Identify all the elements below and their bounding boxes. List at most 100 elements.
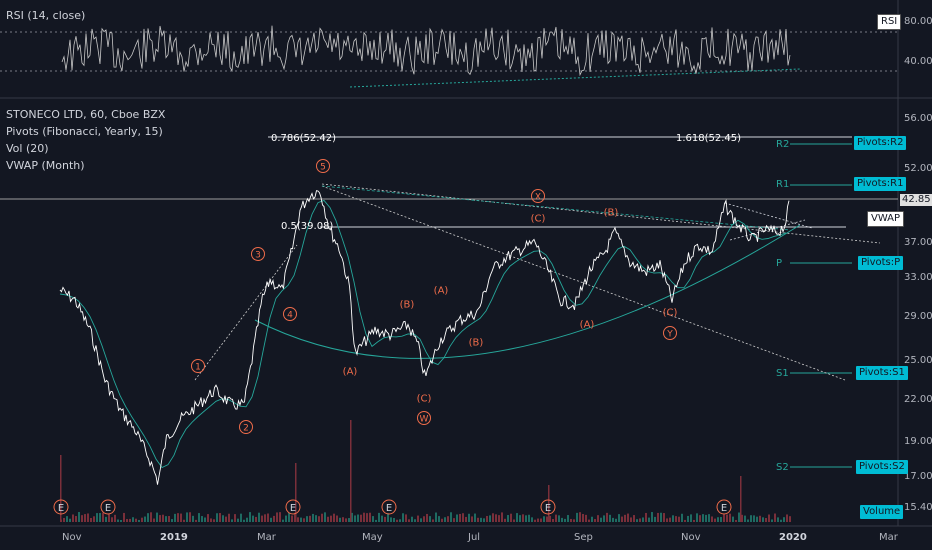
- volume-bar: [528, 514, 530, 522]
- volume-bar: [297, 517, 299, 522]
- pivot-s1-label: S1: [776, 368, 789, 379]
- volume-bar: [684, 519, 686, 522]
- volume-bar: [99, 512, 101, 522]
- volume-bar: [582, 513, 584, 522]
- wave-label-w1[interactable]: 1: [195, 363, 201, 373]
- wave-label-circle[interactable]: [191, 359, 205, 373]
- earnings-marker-icon[interactable]: [53, 499, 69, 515]
- wave-label-b1[interactable]: (B): [400, 300, 415, 311]
- volume-bar: [786, 514, 788, 522]
- volume-bar: [295, 463, 297, 522]
- cup-arc[interactable]: [254, 224, 801, 359]
- flag-lower-line[interactable]: [729, 219, 806, 241]
- wave-label-w3[interactable]: 3: [255, 251, 261, 261]
- indicator-pivots[interactable]: Pivots (Fibonacci, Yearly, 15): [6, 125, 163, 138]
- volume-bar: [495, 514, 497, 522]
- time-axis-label: May: [362, 532, 383, 543]
- earnings-marker-label: E: [545, 503, 551, 514]
- volume-bar: [423, 516, 425, 522]
- volume-bar: [771, 519, 773, 522]
- volume-bar: [675, 516, 677, 522]
- volume-bar: [273, 515, 275, 522]
- volume-bar: [399, 519, 401, 522]
- volume-bar: [72, 514, 74, 522]
- pivot-s2-label: S2: [776, 462, 789, 473]
- rsi-trendline[interactable]: [349, 68, 801, 88]
- volume-bar: [612, 517, 614, 522]
- volume-bar: [126, 519, 128, 522]
- wave-label-circle[interactable]: [283, 307, 297, 321]
- wave-label-b2[interactable]: (B): [469, 338, 484, 349]
- wave-label-circle[interactable]: [531, 189, 545, 203]
- volume-bar: [75, 516, 77, 522]
- indicator-volume[interactable]: Vol (20): [6, 142, 49, 155]
- channel-line-upper[interactable]: [321, 183, 881, 244]
- wave-label-c2[interactable]: (C): [531, 214, 546, 225]
- volume-bar: [63, 517, 65, 522]
- volume-bar: [156, 512, 158, 522]
- vwap-line: [59, 199, 787, 469]
- wave-label-a3[interactable]: (A): [580, 320, 595, 331]
- wave-label-circle[interactable]: [251, 247, 265, 261]
- volume-bar: [483, 518, 485, 522]
- price-axis-label: 19.00: [904, 436, 932, 447]
- earnings-marker-icon[interactable]: [540, 499, 556, 515]
- wave-label-c1[interactable]: (C): [417, 394, 432, 405]
- wave-label-w[interactable]: W: [420, 415, 429, 425]
- wave-label-a1[interactable]: (A): [343, 367, 358, 378]
- wave-label-y[interactable]: Y: [666, 330, 673, 340]
- wave-label-circle[interactable]: [316, 159, 330, 173]
- volume-bar: [96, 513, 98, 522]
- volume-bar: [666, 518, 668, 522]
- volume-bar: [216, 513, 218, 522]
- wave-label-w4[interactable]: 4: [287, 311, 293, 321]
- wave-label-circle[interactable]: [417, 411, 431, 425]
- volume-bar: [174, 513, 176, 522]
- volume-bar: [141, 517, 143, 522]
- earnings-marker-icon[interactable]: [100, 499, 116, 515]
- volume-bar: [540, 518, 542, 522]
- wave-label-a2[interactable]: (A): [434, 286, 449, 297]
- volume-bar: [102, 512, 104, 522]
- volume-bar: [432, 519, 434, 522]
- symbol-title[interactable]: STONECO LTD, 60, Cboe BZX: [6, 108, 166, 121]
- volume-bar: [438, 516, 440, 522]
- wave-label-circle[interactable]: [663, 326, 677, 340]
- rsi-title: RSI (14, close): [6, 9, 86, 22]
- wave-label-w5[interactable]: 5: [320, 163, 326, 173]
- volume-bar: [645, 512, 647, 522]
- volume-bar: [630, 517, 632, 522]
- volume-bar: [210, 518, 212, 522]
- volume-bar: [270, 517, 272, 522]
- wave-label-x[interactable]: X: [535, 193, 541, 203]
- time-axis-label: Nov: [62, 532, 82, 543]
- volume-bar: [147, 513, 149, 522]
- earnings-marker-icon[interactable]: [285, 499, 301, 515]
- volume-bar: [213, 519, 215, 522]
- indicator-vwap[interactable]: VWAP (Month): [6, 159, 85, 172]
- volume-bar: [321, 513, 323, 522]
- earnings-marker-label: E: [290, 503, 296, 514]
- wave-label-b3[interactable]: (B): [604, 208, 619, 219]
- volume-bar: [114, 514, 116, 522]
- volume-bar: [135, 518, 137, 522]
- volume-bar: [636, 519, 638, 522]
- volume-bar: [180, 513, 182, 522]
- teal-trendline[interactable]: [321, 185, 791, 231]
- volume-bar: [474, 513, 476, 522]
- wave-label-c3[interactable]: (C): [663, 308, 678, 319]
- earnings-marker-icon[interactable]: [381, 499, 397, 515]
- volume-bar: [687, 515, 689, 522]
- volume-bar: [405, 514, 407, 522]
- flag-upper-line[interactable]: [724, 202, 813, 229]
- earnings-marker-icon[interactable]: [716, 499, 732, 515]
- volume-bar: [585, 514, 587, 522]
- wave-label-circle[interactable]: [239, 420, 253, 434]
- downtrend-line[interactable]: [321, 185, 846, 381]
- volume-bar: [720, 516, 722, 522]
- wave-label-w2[interactable]: 2: [243, 424, 249, 434]
- wave-labels[interactable]: 1 2 3 4 5 (A) (B) (C) W (A) (B) X (C) (B) (A) (C) Y: [191, 159, 678, 434]
- volume-bar: [762, 517, 764, 522]
